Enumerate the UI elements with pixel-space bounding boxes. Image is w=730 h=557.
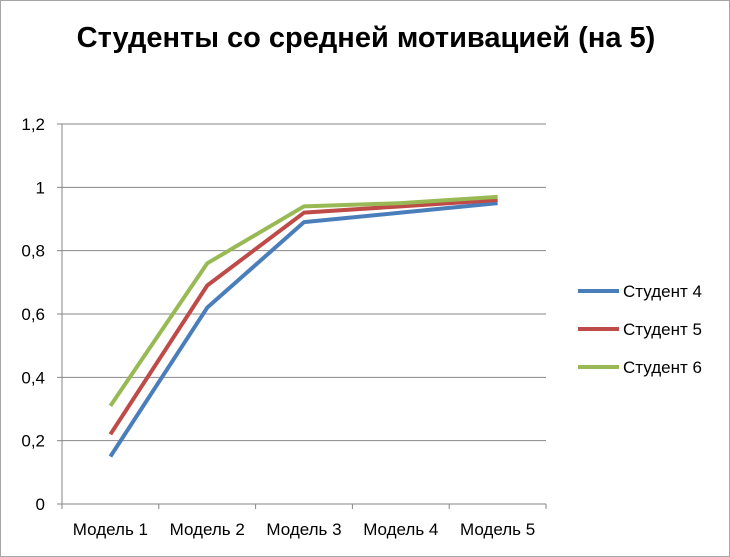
chart-title: Студенты со средней мотивацией (на 5)	[76, 22, 656, 54]
y-tick-label: 1	[36, 178, 45, 197]
x-tick-label: Модель 4	[363, 520, 438, 539]
y-tick-label: 0,8	[21, 242, 45, 261]
x-tick-label: Модель 3	[266, 520, 341, 539]
series-line-3	[108, 194, 498, 407]
x-tick-label: Модель 5	[460, 520, 535, 539]
y-tick-label: 1,2	[21, 115, 45, 134]
legend-label-1: Студент 4	[623, 282, 702, 301]
x-tick-label: Модель 1	[73, 520, 148, 539]
series-line-1	[108, 201, 498, 458]
x-tick-label: Модель 2	[170, 520, 245, 539]
series-line-2	[108, 198, 498, 436]
legend-label-3: Студент 6	[623, 358, 702, 377]
y-tick-label: 0,2	[21, 432, 45, 451]
legend-label-2: Студент 5	[623, 320, 702, 339]
y-tick-label: 0,4	[21, 368, 45, 387]
y-tick-label: 0,6	[21, 305, 45, 324]
y-tick-label: 0	[36, 495, 45, 514]
